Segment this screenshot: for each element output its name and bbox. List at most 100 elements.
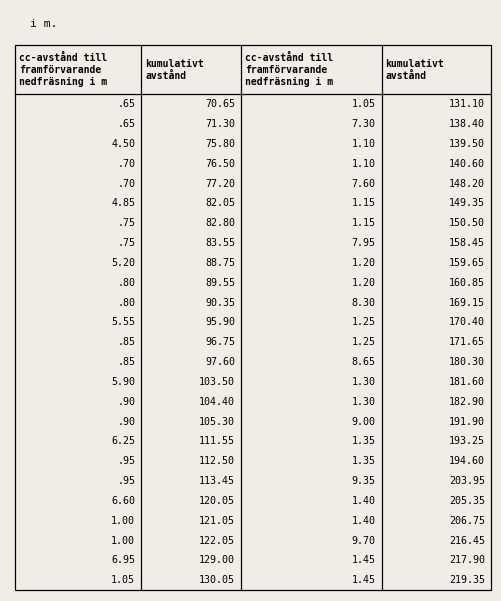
Text: 149.35: 149.35 — [449, 198, 485, 209]
Text: .95: .95 — [117, 476, 135, 486]
Text: 219.35: 219.35 — [449, 575, 485, 585]
Text: 170.40: 170.40 — [449, 317, 485, 328]
Text: 111.55: 111.55 — [199, 436, 235, 447]
Text: 113.45: 113.45 — [199, 476, 235, 486]
Text: 9.35: 9.35 — [352, 476, 375, 486]
Text: 1.40: 1.40 — [352, 496, 375, 506]
Text: 8.65: 8.65 — [352, 357, 375, 367]
Text: 104.40: 104.40 — [199, 397, 235, 407]
Text: 159.65: 159.65 — [449, 258, 485, 268]
Text: 206.75: 206.75 — [449, 516, 485, 526]
Text: 5.55: 5.55 — [111, 317, 135, 328]
Text: .65: .65 — [117, 99, 135, 109]
Text: 169.15: 169.15 — [449, 297, 485, 308]
Text: 105.30: 105.30 — [199, 416, 235, 427]
Text: 97.60: 97.60 — [205, 357, 235, 367]
Text: 4.50: 4.50 — [111, 139, 135, 149]
Text: 129.00: 129.00 — [199, 555, 235, 566]
Text: 76.50: 76.50 — [205, 159, 235, 169]
Text: .90: .90 — [117, 416, 135, 427]
Text: 9.00: 9.00 — [352, 416, 375, 427]
Text: 139.50: 139.50 — [449, 139, 485, 149]
Text: 90.35: 90.35 — [205, 297, 235, 308]
Text: 140.60: 140.60 — [449, 159, 485, 169]
Text: .80: .80 — [117, 278, 135, 288]
Text: cc-avstånd till
framförvarande
nedfräsning i m: cc-avstånd till framförvarande nedfräsni… — [245, 53, 333, 87]
Text: 191.90: 191.90 — [449, 416, 485, 427]
Text: 7.95: 7.95 — [352, 238, 375, 248]
Text: 180.30: 180.30 — [449, 357, 485, 367]
Text: 1.15: 1.15 — [352, 218, 375, 228]
Text: 95.90: 95.90 — [205, 317, 235, 328]
Text: 1.40: 1.40 — [352, 516, 375, 526]
Text: 193.25: 193.25 — [449, 436, 485, 447]
Text: .90: .90 — [117, 397, 135, 407]
Text: 1.05: 1.05 — [352, 99, 375, 109]
Text: 75.80: 75.80 — [205, 139, 235, 149]
Text: 5.90: 5.90 — [111, 377, 135, 387]
Text: 131.10: 131.10 — [449, 99, 485, 109]
Text: 1.05: 1.05 — [111, 575, 135, 585]
Text: 103.50: 103.50 — [199, 377, 235, 387]
Text: .65: .65 — [117, 119, 135, 129]
Text: .80: .80 — [117, 297, 135, 308]
Text: 71.30: 71.30 — [205, 119, 235, 129]
Text: .70: .70 — [117, 159, 135, 169]
Text: 5.20: 5.20 — [111, 258, 135, 268]
Text: 122.05: 122.05 — [199, 535, 235, 546]
Text: 6.95: 6.95 — [111, 555, 135, 566]
Text: 217.90: 217.90 — [449, 555, 485, 566]
Text: 82.80: 82.80 — [205, 218, 235, 228]
Text: 1.25: 1.25 — [352, 337, 375, 347]
Text: 138.40: 138.40 — [449, 119, 485, 129]
Text: 1.45: 1.45 — [352, 575, 375, 585]
Text: 121.05: 121.05 — [199, 516, 235, 526]
Text: 1.30: 1.30 — [352, 397, 375, 407]
Text: 182.90: 182.90 — [449, 397, 485, 407]
Text: 130.05: 130.05 — [199, 575, 235, 585]
Text: 70.65: 70.65 — [205, 99, 235, 109]
Text: 203.95: 203.95 — [449, 476, 485, 486]
Text: 1.20: 1.20 — [352, 258, 375, 268]
Text: 4.85: 4.85 — [111, 198, 135, 209]
Text: 120.05: 120.05 — [199, 496, 235, 506]
Text: 8.30: 8.30 — [352, 297, 375, 308]
Text: 171.65: 171.65 — [449, 337, 485, 347]
Text: 1.00: 1.00 — [111, 535, 135, 546]
Text: 96.75: 96.75 — [205, 337, 235, 347]
Text: kumulativt
avstånd: kumulativt avstånd — [145, 59, 204, 81]
Text: 1.00: 1.00 — [111, 516, 135, 526]
Text: 150.50: 150.50 — [449, 218, 485, 228]
Text: 205.35: 205.35 — [449, 496, 485, 506]
Text: 1.10: 1.10 — [352, 159, 375, 169]
Text: 6.25: 6.25 — [111, 436, 135, 447]
Text: 1.45: 1.45 — [352, 555, 375, 566]
Text: 160.85: 160.85 — [449, 278, 485, 288]
Text: 216.45: 216.45 — [449, 535, 485, 546]
Text: 83.55: 83.55 — [205, 238, 235, 248]
Text: 158.45: 158.45 — [449, 238, 485, 248]
Text: 1.35: 1.35 — [352, 436, 375, 447]
Text: 6.60: 6.60 — [111, 496, 135, 506]
Text: 1.30: 1.30 — [352, 377, 375, 387]
Text: .95: .95 — [117, 456, 135, 466]
Text: 1.20: 1.20 — [352, 278, 375, 288]
Text: 88.75: 88.75 — [205, 258, 235, 268]
Text: .85: .85 — [117, 337, 135, 347]
Text: 194.60: 194.60 — [449, 456, 485, 466]
Text: 181.60: 181.60 — [449, 377, 485, 387]
Text: 112.50: 112.50 — [199, 456, 235, 466]
Text: cc-avstånd till
framförvarande
nedfräsning i m: cc-avstånd till framförvarande nedfräsni… — [19, 53, 107, 87]
Text: .85: .85 — [117, 357, 135, 367]
Text: 82.05: 82.05 — [205, 198, 235, 209]
Text: 148.20: 148.20 — [449, 178, 485, 189]
Text: .75: .75 — [117, 218, 135, 228]
Text: 1.10: 1.10 — [352, 139, 375, 149]
Text: .75: .75 — [117, 238, 135, 248]
Text: 1.15: 1.15 — [352, 198, 375, 209]
Text: 9.70: 9.70 — [352, 535, 375, 546]
Text: i m.: i m. — [30, 19, 58, 29]
Text: 77.20: 77.20 — [205, 178, 235, 189]
Text: 1.35: 1.35 — [352, 456, 375, 466]
Text: 1.25: 1.25 — [352, 317, 375, 328]
